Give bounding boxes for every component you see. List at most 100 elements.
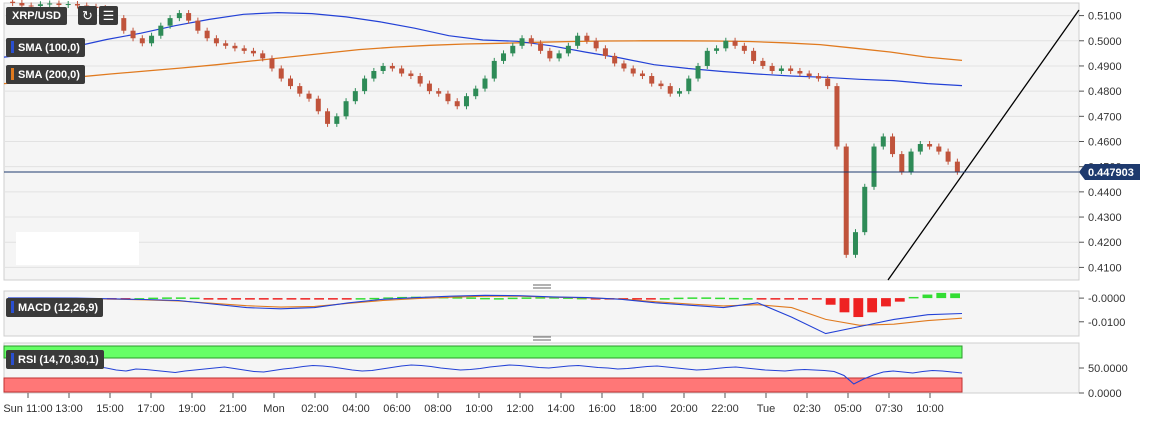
candle <box>362 75 368 95</box>
candle <box>825 75 831 90</box>
candle <box>121 15 127 34</box>
candle <box>482 75 488 92</box>
time-tick-label: 19:00 <box>178 403 206 415</box>
candle <box>815 73 821 82</box>
macd-histogram-bar <box>715 297 725 300</box>
macd-histogram-bar <box>369 297 380 300</box>
price-tick-label: 0.4700 <box>1088 111 1122 123</box>
symbol-label[interactable]: XRP/USD <box>6 7 67 25</box>
candle <box>10 0 16 7</box>
candle <box>334 113 340 127</box>
rsi-overbought-zone <box>3 345 963 359</box>
current-price-tag: 0.447903 <box>1079 163 1140 180</box>
macd-histogram-bar <box>452 297 463 299</box>
price-tick-label: 0.5000 <box>1088 36 1122 48</box>
candle <box>908 148 914 175</box>
candle <box>473 85 479 100</box>
refresh-button[interactable]: ↻ <box>78 6 97 25</box>
candle <box>204 27 210 42</box>
time-tick-label: 16:00 <box>588 403 616 415</box>
candle <box>769 62 775 75</box>
price-tick-label: 0.4900 <box>1088 61 1122 73</box>
time-tick-label: 14:00 <box>547 403 575 415</box>
panel-resize-handle-rsi[interactable] <box>533 336 551 341</box>
macd-histogram-bar <box>908 296 919 299</box>
candle <box>186 10 192 24</box>
macd-histogram-bar <box>798 298 808 300</box>
chart-settings-button[interactable]: ☰ <box>99 6 118 25</box>
symbol-text: XRP/USD <box>12 10 61 22</box>
macd-histogram-bar <box>466 297 477 299</box>
price-tick-label: 0.4800 <box>1088 86 1122 98</box>
candlesticks <box>10 0 960 258</box>
candle <box>880 133 886 150</box>
candle <box>565 42 571 57</box>
sma200-label: SMA (200,0) <box>18 69 80 81</box>
macd-histogram-bar <box>314 298 324 300</box>
macd-histogram-bar <box>549 297 560 299</box>
macd-histogram-bar <box>701 297 712 299</box>
rsi-tick-label: 0.0000 <box>1088 388 1122 400</box>
candle <box>158 22 164 39</box>
macd-histogram-bar <box>162 297 172 299</box>
candle <box>510 42 516 57</box>
macd-histogram-bar <box>687 297 698 299</box>
candle <box>806 70 812 80</box>
macd-histogram-bar <box>659 298 670 300</box>
candle <box>417 73 423 87</box>
candle <box>751 47 757 64</box>
candle <box>677 88 683 97</box>
macd-tick-label: -0.0100 <box>1088 317 1125 329</box>
macd-histogram-bar <box>383 297 394 299</box>
rsi-legend[interactable]: RSI (14,70,30,1) <box>6 350 104 369</box>
candle <box>760 57 766 69</box>
candle <box>380 62 386 75</box>
sma100-label: SMA (100,0) <box>18 42 80 54</box>
candle <box>445 90 451 105</box>
chart-settings-icon: ☰ <box>102 8 115 23</box>
candle <box>695 62 701 82</box>
candle <box>890 133 896 158</box>
candle <box>297 83 303 97</box>
candle <box>139 35 145 47</box>
candle <box>593 37 599 52</box>
macd-histogram-bar <box>811 298 822 300</box>
sma100-line <box>3 11 963 87</box>
panel-resize-handle-macd[interactable] <box>533 284 551 289</box>
macd-histogram-bar <box>867 298 878 313</box>
candle <box>519 35 525 49</box>
sma100-legend[interactable]: SMA (100,0) <box>6 38 85 57</box>
rsi-tick-label: 50.0000 <box>1088 363 1128 375</box>
sma200-path <box>3 40 963 85</box>
macd-histogram-bar <box>936 292 947 299</box>
candle <box>47 0 53 8</box>
candle <box>686 75 692 95</box>
rsi-axis: 50.0000 0.0000 <box>1079 363 1128 400</box>
sma100-path <box>3 11 963 87</box>
candle <box>528 35 534 47</box>
candle <box>788 65 794 75</box>
macd-histogram-bar <box>231 298 242 300</box>
sma200-color-swatch <box>11 68 14 80</box>
sma200-legend[interactable]: SMA (200,0) <box>6 65 85 84</box>
time-tick-label: 10:00 <box>465 403 493 415</box>
macd-histogram-bar <box>950 293 960 299</box>
time-tick-label: 06:00 <box>383 403 411 415</box>
trendline[interactable] <box>887 9 1080 281</box>
sma200-line <box>3 40 963 85</box>
time-tick-label: 21:00 <box>219 403 247 415</box>
candle <box>538 40 544 54</box>
macd-histogram-bar <box>839 298 850 313</box>
candle <box>917 140 923 155</box>
macd-legend[interactable]: MACD (12,26,9) <box>6 298 104 317</box>
macd-histogram-bar <box>521 297 532 299</box>
macd-histogram-bar <box>507 297 518 300</box>
candle <box>408 70 414 80</box>
candle <box>454 98 460 110</box>
macd-histogram-bar <box>853 298 864 318</box>
macd-histogram-bar <box>535 297 546 299</box>
candle <box>936 143 942 155</box>
candle <box>491 57 497 82</box>
candle <box>556 50 562 62</box>
